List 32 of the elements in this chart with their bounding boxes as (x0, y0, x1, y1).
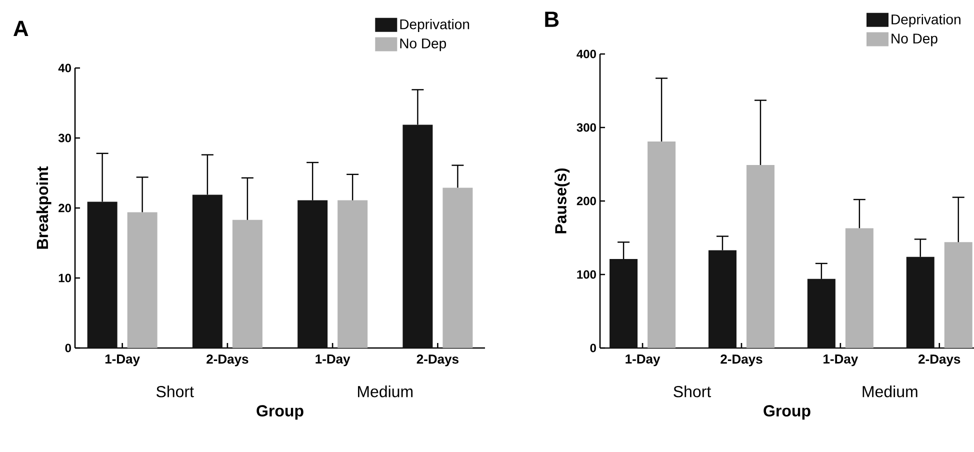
legend-label: Deprivation (892, 14, 960, 28)
legend-label: No Dep (400, 38, 446, 52)
y-tick-label: 400 (576, 50, 596, 58)
x-tick-label: 2-Days (206, 354, 248, 366)
x-tick-label: 1-Day (626, 354, 660, 366)
y-axis-title: Breakpoint (36, 166, 52, 249)
text: Medium (862, 386, 918, 398)
y-axis-title: Pause(s) (554, 168, 570, 234)
y-tick-label: 200 (576, 196, 596, 206)
x-tick-label: 2-Days (416, 354, 458, 366)
y-tick-label: 100 (577, 270, 596, 279)
text: Medium (358, 386, 413, 398)
y-tick-label: 30 (58, 134, 71, 142)
x-axis-title: Group (256, 405, 304, 420)
text: Short (156, 386, 194, 398)
y-tick-label: 0 (65, 344, 71, 352)
x-tick-label: 1-Day (316, 354, 350, 366)
chart-title: A (13, 20, 28, 36)
legend-label: No Dep (892, 34, 938, 46)
x-tick-label: 2-Days (720, 354, 762, 366)
y-tick-label: 300 (576, 123, 596, 132)
y-tick-label: 10 (58, 274, 71, 282)
text: Short (674, 386, 712, 398)
y-tick-label: 0 (590, 344, 596, 352)
x-tick-label: 1-Day (824, 354, 858, 366)
x-tick-label: 2-Days (918, 354, 960, 366)
y-tick-label: 20 (58, 204, 71, 212)
x-tick-label: 1-Day (105, 354, 140, 366)
chart-title: B (545, 12, 559, 27)
y-tick-label: 40 (58, 64, 71, 72)
x-axis-title: Group (764, 405, 810, 420)
legend-label: Deprivation (400, 18, 470, 32)
